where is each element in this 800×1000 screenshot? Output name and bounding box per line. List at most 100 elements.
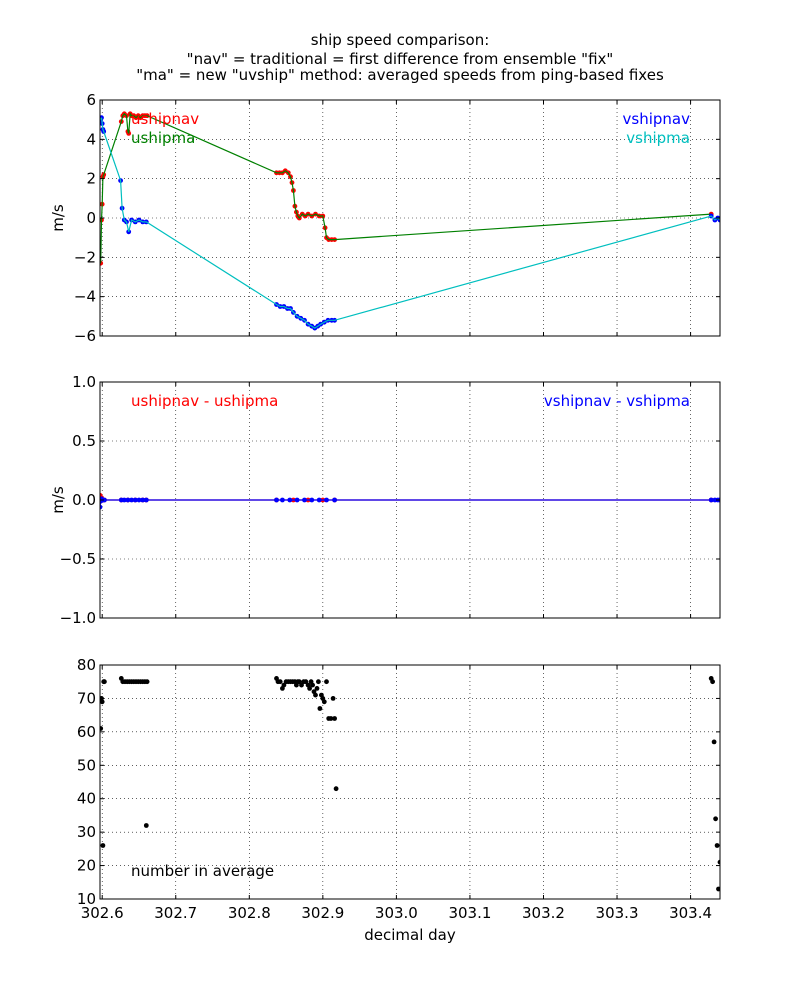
plot-area <box>100 676 720 892</box>
series-line <box>100 117 720 329</box>
data-point <box>102 497 107 503</box>
data-point <box>125 497 131 503</box>
legend-annotation: ushipnav <box>131 110 199 128</box>
data-point <box>143 497 149 503</box>
y-axis-label: m/s <box>49 486 67 514</box>
data-point <box>299 682 304 688</box>
series-3 <box>100 115 720 331</box>
x-tick-label: 302.6 <box>81 904 124 922</box>
y-tick-label: 0.0 <box>72 491 96 509</box>
y-tick-label: 80 <box>77 656 96 674</box>
data-point <box>332 497 337 503</box>
legend-annotation: ushipnav - ushipma <box>131 392 278 410</box>
y-tick-label: 60 <box>77 723 96 741</box>
data-point <box>307 686 312 691</box>
legend-annotation: vshipnav <box>623 110 691 128</box>
data-point <box>714 843 720 848</box>
data-point <box>281 682 287 688</box>
data-point <box>328 716 334 721</box>
y-tick-label: 2 <box>86 170 96 188</box>
series-1 <box>100 676 720 892</box>
data-point <box>321 699 327 705</box>
data-point <box>332 716 337 721</box>
y-tick-label: 50 <box>77 756 96 774</box>
legend-annotation: vshipnav - vshipma <box>544 392 690 410</box>
x-tick-label: 303.3 <box>596 904 639 922</box>
figure-title: ship speed comparison: "nav" = tradition… <box>136 31 664 84</box>
plot-area <box>100 111 720 331</box>
series-2 <box>100 112 712 264</box>
data-point <box>717 859 720 865</box>
series-2 <box>100 496 720 510</box>
data-point <box>330 696 336 701</box>
x-tick-label: 303.2 <box>522 904 565 922</box>
data-point <box>136 497 142 503</box>
data-point <box>294 497 300 503</box>
data-point <box>324 497 329 503</box>
data-point <box>317 706 323 711</box>
series-line <box>100 497 720 508</box>
chart-panel-2: −1.0 −0.5 0.0 0.5 1.0 m/s ushipnav - ushipma vs… <box>49 373 721 627</box>
data-point <box>132 497 138 503</box>
y-axis-label: m/s <box>49 204 67 232</box>
y-tick-label: 0 <box>86 209 96 227</box>
y-tick-label: −0.5 <box>60 550 96 568</box>
data-point <box>716 886 720 892</box>
title-line-1: ship speed comparison: <box>311 31 490 49</box>
axes-frame <box>99 664 721 900</box>
y-tick-label: 70 <box>77 689 96 707</box>
data-point <box>316 679 321 685</box>
data-point <box>100 504 103 510</box>
data-point <box>100 843 106 848</box>
y-tick-label: −2 <box>74 248 96 266</box>
data-point <box>143 823 149 828</box>
y-tick-label: 0.5 <box>72 432 96 450</box>
legend-annotation: vshipma <box>626 129 690 147</box>
title-line-3: "ma" = new "uvship" method: averaged spe… <box>136 66 664 84</box>
y-tick-label: 20 <box>77 857 96 875</box>
series-4 <box>100 117 720 329</box>
data-point <box>274 497 279 503</box>
y-tick-label: 30 <box>77 823 96 841</box>
y-tick-label: 6 <box>86 91 96 109</box>
x-tick-label: 302.9 <box>301 904 344 922</box>
title-line-2: "nav" = traditional = first difference f… <box>187 50 614 68</box>
data-point <box>100 726 104 731</box>
data-point <box>708 497 714 503</box>
x-tick-label: 303.4 <box>669 904 712 922</box>
chart-panel-3: 302.6 302.7 302.8 302.9 303.0 303.1 303.2 303.3… <box>77 656 721 922</box>
data-point <box>296 679 302 685</box>
data-point <box>302 497 307 503</box>
data-point <box>309 497 315 503</box>
x-tick-label: 303.0 <box>375 904 418 922</box>
data-point <box>303 679 309 685</box>
x-axis-label: decimal day <box>364 926 456 944</box>
data-point <box>316 497 322 503</box>
data-point <box>121 497 127 503</box>
data-point <box>713 816 718 822</box>
data-point <box>324 679 329 685</box>
data-point <box>711 739 717 745</box>
data-point <box>129 497 135 503</box>
data-point <box>287 497 293 503</box>
x-tick-label: 302.7 <box>154 904 197 922</box>
x-tick-label: 303.1 <box>448 904 491 922</box>
data-point <box>100 699 105 705</box>
y-tick-label: 4 <box>86 130 96 148</box>
data-point <box>102 679 107 685</box>
data-point <box>710 679 715 685</box>
x-tick-label: 302.8 <box>228 904 271 922</box>
data-point <box>314 686 320 691</box>
data-point <box>277 679 283 685</box>
data-point <box>310 682 315 688</box>
series-line <box>100 112 712 264</box>
legend-annotation: ushipma <box>131 129 195 147</box>
data-point <box>280 497 285 503</box>
plot-area <box>100 492 720 510</box>
data-point <box>333 786 339 792</box>
series-1 <box>100 492 720 504</box>
y-tick-label: 10 <box>77 890 96 908</box>
data-point <box>313 692 318 698</box>
